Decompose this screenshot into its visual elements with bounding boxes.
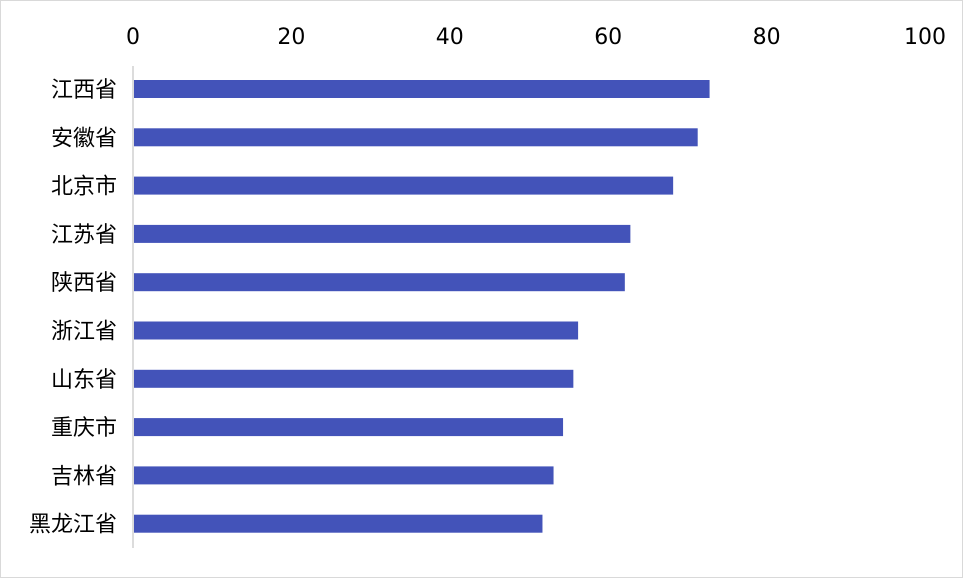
bar bbox=[134, 514, 543, 533]
category-label: 北京市 bbox=[51, 175, 117, 200]
bar bbox=[134, 176, 674, 195]
bar bbox=[134, 80, 710, 98]
category-label: 江苏省 bbox=[51, 223, 117, 248]
x-tick-label: 20 bbox=[277, 25, 305, 50]
bar bbox=[134, 224, 631, 243]
category-label: 重庆市 bbox=[51, 416, 117, 441]
bar bbox=[134, 418, 564, 437]
x-tick-label: 40 bbox=[436, 25, 464, 50]
bar bbox=[134, 321, 579, 340]
category-label: 陕西省 bbox=[51, 271, 117, 296]
bar bbox=[134, 273, 625, 292]
category-label: 山东省 bbox=[51, 368, 117, 393]
category-label: 江西省 bbox=[51, 78, 117, 103]
x-tick-label: 60 bbox=[594, 25, 622, 50]
x-axis-ticks: 0 20 40 60 80 100 bbox=[126, 25, 946, 50]
bar bbox=[134, 369, 574, 388]
x-tick-label: 80 bbox=[753, 25, 781, 50]
bar bbox=[134, 128, 698, 147]
category-label: 吉林省 bbox=[51, 464, 117, 489]
category-label: 黑龙江省 bbox=[29, 513, 117, 538]
bar bbox=[134, 466, 554, 485]
bars bbox=[134, 80, 710, 533]
x-tick-label: 0 bbox=[126, 25, 140, 50]
category-label: 安徽省 bbox=[51, 126, 117, 151]
category-label: 浙江省 bbox=[51, 320, 117, 345]
x-tick-label: 100 bbox=[904, 25, 946, 50]
